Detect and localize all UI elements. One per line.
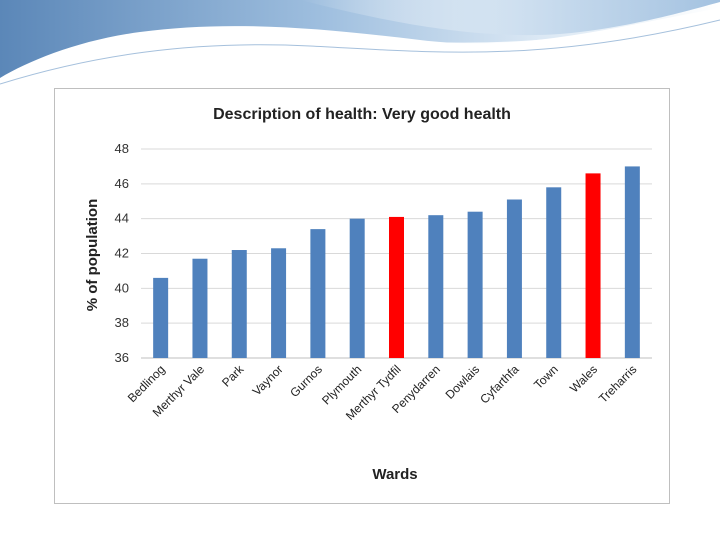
y-tick-label: 46 (115, 176, 129, 191)
bars (153, 166, 640, 358)
y-tick-label: 48 (115, 141, 129, 156)
x-axis-label: Wards (372, 466, 417, 483)
y-tick-label: 36 (115, 350, 129, 365)
bar-gurnos (310, 229, 326, 358)
chart-frame: Description of health: Very good health … (54, 88, 670, 504)
y-axis-ticks: 36 38 40 42 44 46 48 (115, 141, 129, 365)
bar-cyfarthfa (506, 199, 522, 358)
bar-merthyr-tydfil (389, 216, 404, 358)
bar-park (231, 250, 247, 358)
bar-vaynor (271, 248, 287, 358)
y-tick-label: 42 (115, 246, 129, 261)
bar-merthyr-vale (192, 258, 208, 358)
header-wave-line-2 (0, 19, 720, 85)
header-wave-accent (300, 0, 720, 36)
x-tick-label: Cyfarthfa (477, 362, 522, 407)
x-tick-label: Park (219, 362, 247, 390)
bar-bedlinog (153, 277, 169, 358)
bar-town (546, 187, 562, 358)
y-tick-label: 40 (115, 280, 129, 295)
bar-dowlais (467, 211, 483, 358)
x-tick-label: Town (531, 362, 561, 392)
x-tick-label: Treharris (596, 362, 640, 406)
chart-title: Description of health: Very good health (213, 106, 511, 123)
bar-treharris (624, 166, 640, 358)
bar-penydarren (428, 215, 444, 358)
slide-header-decoration (0, 0, 720, 85)
y-tick-label: 44 (115, 211, 129, 226)
x-tick-label: Gurnos (287, 362, 325, 400)
header-wave-line (0, 11, 720, 81)
y-axis-label: % of population (84, 199, 101, 311)
x-tick-label: Dowlais (443, 362, 483, 402)
bar-chart: Description of health: Very good health … (84, 106, 652, 483)
x-tick-label: Vaynor (250, 362, 286, 398)
bar-wales (585, 173, 601, 358)
x-tick-label: Wales (567, 362, 600, 395)
y-tick-label: 38 (115, 315, 129, 330)
bar-plymouth (349, 218, 365, 358)
